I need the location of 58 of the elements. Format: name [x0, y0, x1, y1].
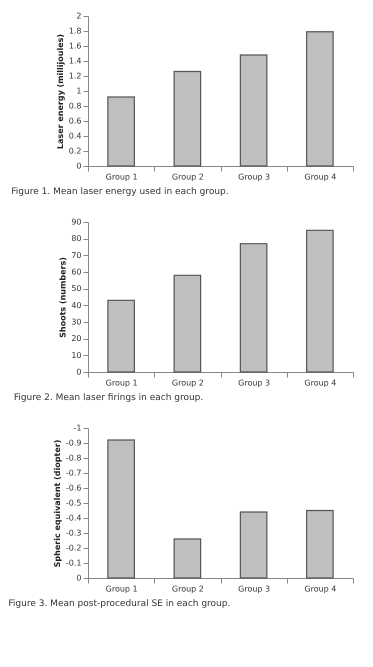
bar	[174, 70, 202, 167]
y-tick-label: 0.4	[68, 132, 82, 140]
y-tick-label: 0.6	[68, 116, 82, 126]
caption: Figure 1. Mean laser energy used in each group.	[11, 187, 229, 197]
y-tick-label: 2	[76, 12, 82, 20]
y-tick-label: -0.9	[66, 438, 82, 448]
caption: Figure 3. Mean post-procedural SE in each group.	[8, 599, 230, 609]
y-tick-label: 20	[71, 334, 82, 344]
y-tick-label: -0.6	[66, 484, 82, 492]
y-tick-label: 1	[76, 86, 82, 96]
bar	[107, 96, 135, 167]
x-tick-label: Group 1	[106, 378, 138, 388]
x-tick-label: Group 2	[172, 378, 204, 388]
bar	[240, 243, 268, 373]
bar	[240, 54, 268, 167]
y-tick-label: 0.2	[68, 146, 82, 156]
y-tick-label: -1	[74, 424, 82, 432]
y-tick-label: 1.2	[68, 72, 82, 80]
bar	[174, 274, 202, 373]
y-tick-label: -0.2	[66, 544, 82, 552]
y-tick-label: 0	[76, 368, 82, 376]
x-tick-label: Group 3	[238, 378, 270, 388]
x-tick-label: Group 4	[304, 584, 336, 594]
bar	[306, 31, 334, 167]
y-tick-label: 90	[71, 218, 82, 226]
y-tick-label: 1.4	[68, 56, 82, 66]
y-tick-label: 70	[71, 250, 82, 260]
x-tick-label: Group 3	[238, 584, 270, 594]
y-axis-title: Shoots (numbers)	[58, 257, 68, 338]
y-tick-label: -0.4	[66, 514, 82, 522]
y-tick-label: 40	[71, 300, 82, 310]
x-tick-label: Group 3	[238, 172, 270, 182]
x-tick-label: Group 4	[304, 378, 336, 388]
y-tick-label: 1.8	[68, 26, 82, 36]
y-tick-label: 10	[71, 350, 82, 360]
x-tick-label: Group 4	[304, 172, 336, 182]
y-tick-label: 0	[76, 574, 82, 582]
x-tick-label: Group 1	[106, 584, 138, 594]
y-tick-label: -0.1	[66, 558, 82, 568]
y-axis-title: Spheric equivalent (diopter)	[52, 440, 62, 568]
y-tick-label: -0.5	[66, 498, 82, 508]
y-tick-label: 50	[71, 284, 82, 294]
x-tick-label: Group 2	[172, 172, 204, 182]
x-tick-label: Group 2	[172, 584, 204, 594]
y-tick-label: 60	[71, 268, 82, 276]
y-tick-label: 30	[71, 318, 82, 326]
caption: Figure 2. Mean laser firings in each group.	[14, 393, 204, 403]
y-axis-title: Laser energy (millijoules)	[56, 34, 65, 150]
y-tick-label: 0.8	[68, 102, 82, 110]
bar	[107, 300, 135, 373]
y-tick-label: 80	[71, 234, 82, 244]
bar	[306, 230, 334, 373]
y-tick-label: 0	[76, 162, 82, 170]
y-tick-label: -0.7	[66, 468, 82, 478]
y-tick-label: -0.8	[66, 454, 82, 462]
y-tick-label: 1.6	[68, 42, 82, 50]
y-tick-label: -0.3	[66, 528, 82, 538]
x-tick-label: Group 1	[106, 172, 138, 182]
